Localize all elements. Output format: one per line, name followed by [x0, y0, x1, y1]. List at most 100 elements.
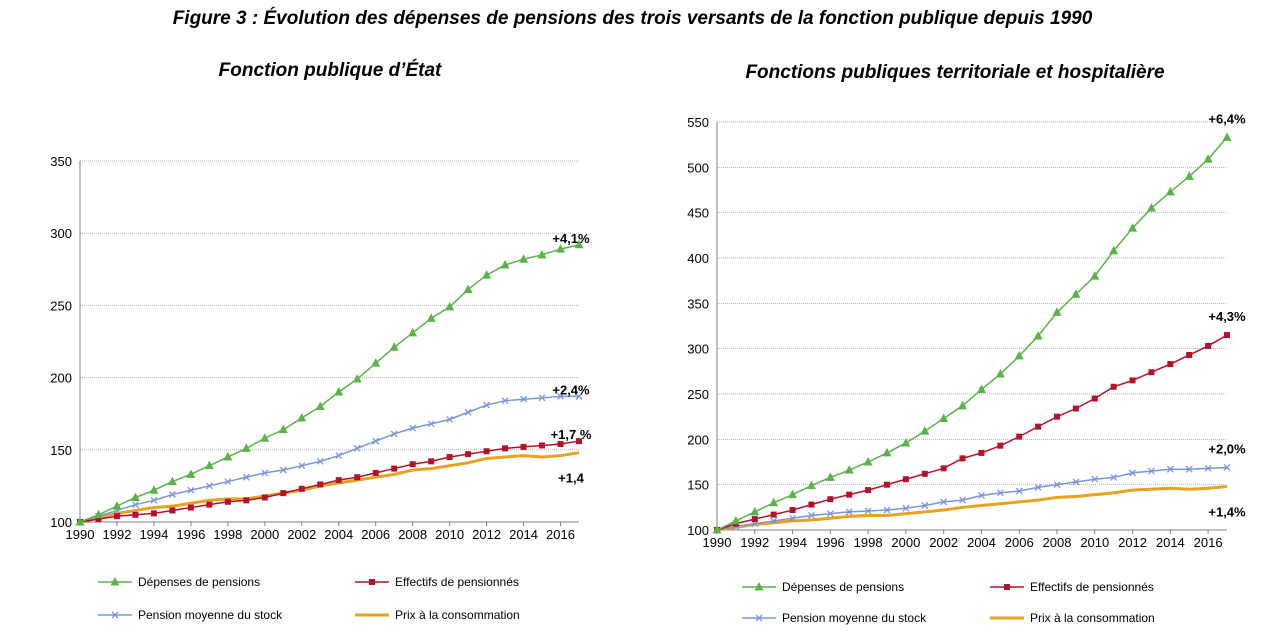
annotation-label: +1,7 % — [551, 427, 592, 442]
data-point-triangle — [1090, 271, 1100, 280]
data-point-square — [409, 461, 416, 468]
data-point-x — [464, 408, 472, 416]
data-point-triangle — [371, 358, 381, 367]
data-point-x — [335, 452, 343, 460]
legend-marker — [110, 577, 120, 586]
x-tick-label: 2008 — [1043, 535, 1072, 550]
data-point-x — [883, 506, 891, 514]
data-point-x — [298, 462, 306, 470]
x-tick-label: 1998 — [854, 535, 883, 550]
data-point-x — [242, 473, 250, 481]
annotation-label: +2,0% — [1208, 441, 1246, 456]
figure-title: Figure 3 : Évolution des dépenses de pen… — [172, 8, 1093, 29]
annotation-label: +1,4% — [1208, 504, 1246, 519]
data-point-triangle — [712, 525, 722, 534]
data-point-x — [187, 486, 195, 494]
legend-item: Pension moyenne du stock — [98, 608, 283, 622]
data-point-square — [428, 458, 435, 465]
x-tick-label: 2006 — [1005, 535, 1034, 550]
data-point-x — [353, 444, 361, 452]
x-tick-label: 1992 — [740, 535, 769, 550]
data-point-triangle — [1071, 289, 1081, 298]
annotation-label: +2,4% — [552, 382, 590, 397]
series-line-1 — [79, 244, 580, 523]
data-point-triangle — [1222, 132, 1232, 141]
x-tick-label: 2002 — [287, 527, 316, 542]
data-point-square — [884, 481, 890, 488]
x-tick-label: 2002 — [929, 535, 958, 550]
annotation-label: +6,4% — [1208, 111, 1246, 126]
data-point-triangle — [901, 437, 911, 447]
data-point-square — [1186, 352, 1193, 359]
legend-item: Prix à la consommation — [990, 611, 1155, 625]
data-point-triangle — [334, 387, 344, 396]
legend-label: Prix à la consommation — [1030, 611, 1155, 625]
series-line-3 — [716, 466, 1228, 531]
data-point-triangle — [750, 506, 760, 516]
data-point-square — [978, 449, 985, 456]
data-point-square — [113, 513, 120, 520]
data-point-square — [1129, 377, 1136, 384]
data-point-x — [977, 492, 985, 500]
data-point-triangle — [241, 443, 251, 452]
data-point-x — [409, 424, 417, 432]
data-point-triangle — [297, 413, 307, 422]
series-line-2 — [79, 440, 580, 523]
data-point-x — [770, 517, 778, 525]
data-point-triangle — [844, 465, 854, 474]
x-tick-label: 2000 — [891, 535, 920, 550]
data-point-triangle — [519, 254, 529, 263]
y-tick-label: 500 — [687, 160, 709, 175]
annotation-label: +4,1% — [552, 231, 590, 246]
y-tick-label: 100 — [687, 523, 709, 538]
data-point-x — [1185, 465, 1193, 473]
data-point-square — [335, 477, 342, 484]
data-point-x — [1204, 464, 1212, 472]
data-point-x — [131, 501, 139, 509]
y-tick-label: 150 — [687, 478, 709, 493]
data-point-x — [501, 397, 509, 405]
y-tick-label: 350 — [687, 296, 709, 311]
data-point-x — [1166, 465, 1174, 473]
x-tick-label: 2000 — [250, 527, 279, 542]
data-point-x — [520, 395, 528, 403]
y-tick-label: 150 — [50, 443, 72, 458]
data-point-square — [1224, 332, 1230, 339]
data-point-triangle — [445, 301, 455, 311]
data-point-x — [1072, 478, 1080, 486]
data-point-x — [826, 510, 834, 518]
y-tick-label: 200 — [50, 371, 72, 386]
x-tick-label: 1994 — [139, 527, 168, 542]
data-point-square — [483, 448, 490, 455]
legend-label: Effectifs de pensionnés — [395, 575, 519, 589]
x-tick-label: 1996 — [816, 535, 845, 550]
data-point-square — [940, 465, 947, 472]
data-point-square — [372, 469, 379, 476]
x-tick-label: 1992 — [103, 527, 132, 542]
data-point-square — [150, 510, 157, 517]
data-point-square — [317, 481, 324, 488]
data-point-square — [959, 455, 966, 462]
data-point-x — [427, 420, 435, 428]
data-point-square — [1016, 433, 1023, 440]
x-tick-label: 2012 — [1118, 535, 1147, 550]
data-point-x — [1147, 467, 1155, 475]
data-point-triangle — [1033, 330, 1043, 340]
x-tick-label: 2014 — [509, 527, 538, 542]
data-point-x — [575, 392, 583, 400]
data-point-square — [1167, 361, 1174, 368]
data-point-x — [807, 512, 815, 519]
panel-title-right: Fonctions publiques territoriale et hosp… — [745, 62, 1165, 83]
legend-label: Pension moyenne du stock — [138, 608, 283, 622]
legend-marker — [111, 611, 119, 619]
data-point-triangle — [976, 384, 986, 393]
data-point-x — [205, 482, 213, 490]
data-point-triangle — [939, 413, 949, 422]
data-point-x — [279, 466, 287, 474]
data-point-square — [224, 498, 231, 505]
data-point-x — [959, 496, 967, 504]
series-line-4 — [79, 451, 580, 524]
data-point-triangle — [315, 401, 325, 410]
data-point-square — [1110, 383, 1117, 390]
data-point-triangle — [825, 472, 835, 481]
